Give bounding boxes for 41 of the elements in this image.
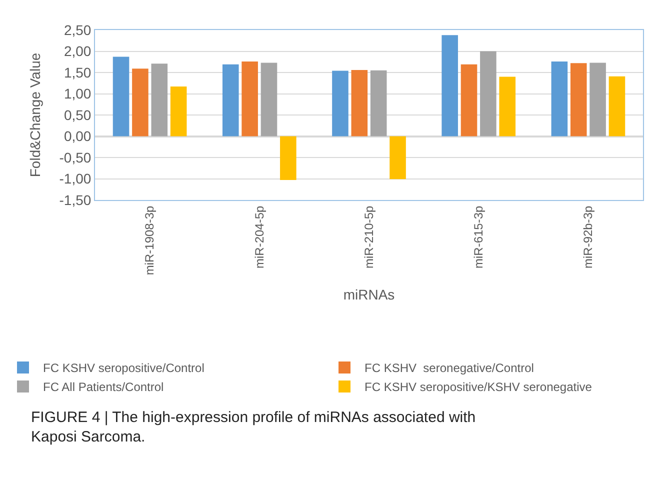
y-tick-label: 0,00 [64, 128, 92, 144]
bar [332, 70, 348, 136]
legend-label: FC KSHV seropositive/Control [43, 361, 204, 376]
bar [280, 136, 296, 180]
bar [151, 64, 168, 136]
x-tick-label: miR-204-5p [252, 205, 266, 269]
legend-label: FC KSHV seronegative/Control [364, 361, 534, 376]
bar [590, 62, 606, 136]
y-tick-label: 0,50 [64, 106, 92, 123]
bar [132, 68, 148, 136]
x-tick-label: miR-210-5p [362, 205, 376, 269]
x-tick-label: miR-92b-3p [581, 205, 596, 269]
bar [460, 64, 478, 136]
bar [499, 76, 516, 136]
bar [480, 51, 496, 136]
y-tick-label: -1,00 [59, 170, 92, 187]
bar [260, 62, 278, 136]
x-tick-label: miR-615-3p [472, 205, 486, 269]
y-tick-label: 2,50 [64, 22, 92, 38]
y-tick-label: 1,00 [64, 86, 92, 102]
y-axis-title: Fold&Change Value [26, 52, 43, 178]
bar [551, 61, 568, 136]
x-axis-title: miRNAs [343, 286, 395, 302]
caption: FIGURE 4 | The high-expression profile of miRNAs associated with Kaposi Sarcoma. [31, 409, 476, 446]
y-tick-label: -1,50 [59, 192, 92, 208]
bar [608, 76, 626, 136]
y-tick-label: 2,00 [64, 43, 92, 60]
bar [370, 70, 387, 136]
legend-label: FC KSHV seropositive/KSHV seronegative [364, 380, 592, 394]
bar [170, 86, 187, 136]
bar [242, 61, 258, 136]
legend-label: FC All Patients/Control [43, 380, 164, 394]
y-tick-label: 1,50 [64, 64, 92, 80]
bar [390, 136, 406, 180]
bar [570, 63, 587, 136]
bar [222, 64, 239, 136]
y-tick-label: -0,50 [59, 149, 92, 166]
bar [112, 56, 130, 136]
bar [351, 70, 368, 136]
x-tick-label: miR-1908-3p [142, 205, 157, 276]
bar [442, 35, 458, 136]
